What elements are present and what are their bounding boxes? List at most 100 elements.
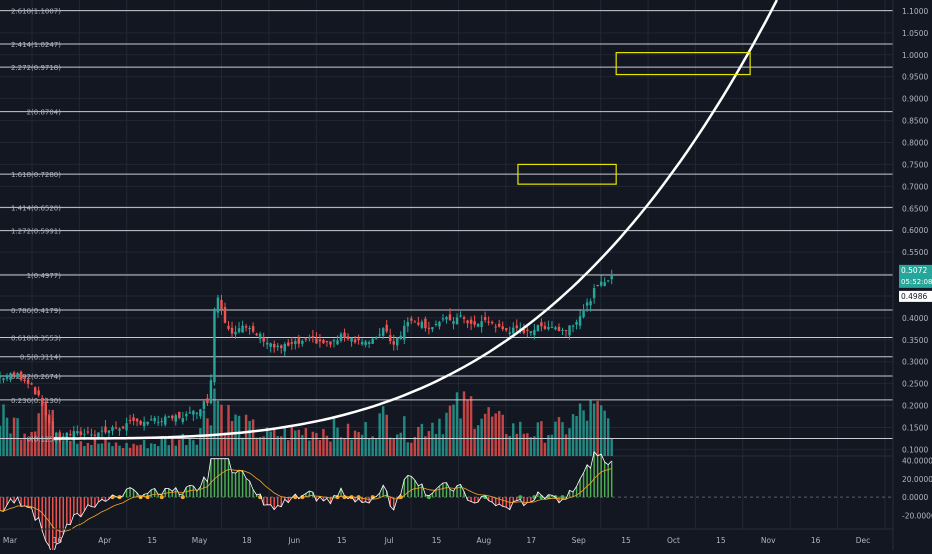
volume-bar — [37, 413, 40, 456]
candle-body — [83, 433, 86, 435]
volume-bar — [107, 442, 111, 456]
volume-bar — [526, 433, 529, 456]
candle-body — [90, 434, 93, 436]
candle-body — [69, 434, 72, 436]
candle-body — [452, 321, 455, 324]
candle-body — [424, 318, 427, 329]
candle-body — [606, 280, 610, 282]
candle-body — [202, 401, 206, 409]
volume-bar — [164, 438, 167, 456]
volume-bar — [188, 438, 192, 456]
volume-bar — [325, 435, 329, 456]
volume-bar — [353, 430, 357, 456]
candle-body — [160, 421, 163, 423]
candle-body — [497, 323, 501, 327]
candle-body — [19, 371, 23, 380]
volume-bar — [220, 404, 223, 456]
price-tick-label: 0.7500 — [902, 160, 928, 169]
candle-body — [508, 332, 511, 334]
volume-bar — [33, 431, 37, 456]
volume-bar — [258, 437, 262, 456]
volume-bar — [389, 437, 392, 456]
time-tick-label: 15 — [147, 536, 157, 545]
volume-bar — [445, 412, 448, 456]
candle-body — [153, 417, 156, 422]
candle-body — [561, 329, 564, 331]
candle-body — [12, 372, 16, 376]
price-tick-label: 0.6500 — [902, 204, 928, 213]
volume-bar — [72, 438, 76, 456]
candle-body — [589, 301, 592, 306]
price-tick-label: 0.1500 — [902, 424, 928, 433]
candles — [0, 269, 613, 445]
price-tick-label: 0.2500 — [902, 380, 928, 389]
candle-body — [406, 321, 410, 327]
osc-tick-label: -20.0000 — [902, 511, 932, 520]
volume-bar — [244, 414, 248, 456]
volume-bar — [128, 447, 132, 456]
price-tick-label: 0.3000 — [902, 358, 928, 367]
volume-bar — [167, 445, 170, 456]
candle-body — [195, 412, 199, 414]
countdown-label: 05:52:08 — [901, 278, 932, 286]
volume-bar — [125, 442, 128, 456]
candle-body — [536, 325, 540, 332]
candle-body — [487, 321, 490, 323]
volume-bar — [371, 436, 374, 456]
volume-bar — [262, 436, 265, 456]
time-tick-label: 15 — [716, 536, 726, 545]
volume-bar — [343, 438, 346, 456]
volume-bar — [135, 445, 139, 456]
volume-bar — [181, 433, 185, 456]
fib-label: 1(0.4977) — [27, 272, 62, 280]
time-tick-label: Nov — [761, 536, 776, 545]
candle-body — [86, 431, 90, 433]
volume-bar — [578, 403, 582, 456]
osc-dot — [117, 495, 122, 500]
volume-bar — [23, 433, 26, 456]
candle-body — [480, 321, 483, 327]
candle-body — [55, 432, 58, 439]
candle-body — [220, 299, 223, 310]
candle-body — [466, 320, 469, 324]
candle-body — [403, 325, 406, 340]
volume-bar — [403, 416, 406, 456]
volume-bar — [459, 418, 462, 456]
candle-body — [343, 332, 346, 338]
volume-bar — [297, 429, 301, 456]
candle-body — [93, 434, 97, 436]
volume-bar — [490, 416, 494, 456]
target-box — [517, 163, 617, 185]
candle-body — [557, 326, 561, 332]
candle-body — [578, 316, 582, 326]
volume-bar — [332, 417, 336, 456]
candle-body — [420, 321, 424, 328]
candle-body — [26, 379, 30, 384]
candle-body — [209, 380, 213, 404]
volume-bar — [269, 431, 272, 456]
volume-bar — [522, 433, 526, 456]
osc-tick-label: 20.0000 — [902, 475, 932, 484]
volume-bar — [251, 419, 255, 456]
volume-bar — [272, 427, 276, 456]
volume-bar — [360, 434, 364, 456]
candle-body — [125, 423, 128, 431]
volume-bar — [58, 432, 61, 456]
candle-body — [76, 431, 79, 434]
volume-bar — [339, 437, 343, 456]
candle-body — [505, 328, 508, 331]
volume-bar — [9, 433, 12, 456]
volume-bar — [209, 425, 213, 456]
volume-bar — [62, 440, 65, 456]
candle-body — [473, 321, 476, 325]
volume-bar — [410, 442, 413, 456]
volume-bar — [399, 432, 402, 456]
volume-bar — [192, 440, 195, 456]
volume-bar — [311, 431, 315, 456]
fib-label: 1.272(0.5991) — [11, 228, 61, 236]
candle-body — [575, 322, 578, 325]
candle-body — [441, 318, 445, 320]
candle-body — [114, 427, 118, 429]
candle-body — [533, 329, 536, 336]
price-tick-label: 0.8500 — [902, 117, 928, 126]
